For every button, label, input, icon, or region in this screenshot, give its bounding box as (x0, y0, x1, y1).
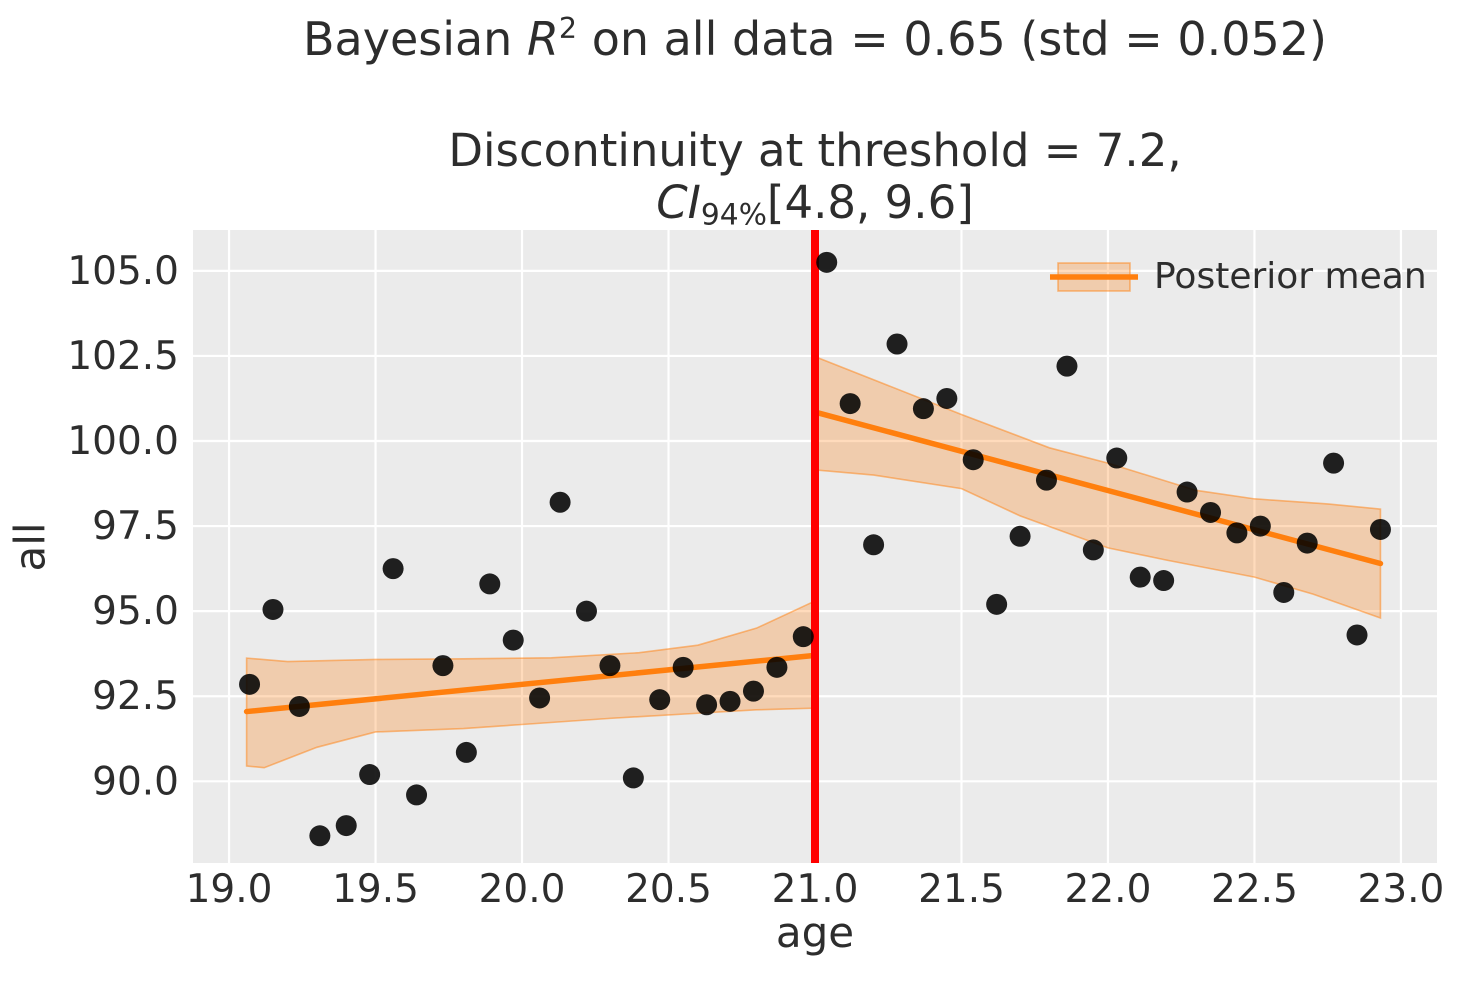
data-point (1153, 570, 1175, 592)
x-axis-label: age (775, 908, 855, 957)
chart-title-text: Bayesian (302, 12, 527, 67)
data-point (309, 825, 331, 847)
y-tick-label: 100.0 (67, 419, 179, 464)
data-point (479, 573, 501, 595)
data-point (549, 491, 571, 513)
data-point (792, 626, 814, 648)
y-tick-label: 95.0 (92, 589, 179, 634)
data-point (696, 694, 718, 716)
chart-title: Bayesian R2 on all data = 0.65 (std = 0.… (193, 12, 1437, 66)
posterior-mean-left (243, 652, 818, 715)
data-point (649, 689, 671, 711)
x-tick-label: 20.0 (479, 867, 566, 912)
data-point (962, 449, 984, 471)
data-point (1249, 515, 1271, 537)
data-point (502, 629, 524, 651)
y-tick-label: 97.5 (92, 504, 179, 549)
x-tick-label: 22.0 (1065, 867, 1152, 912)
data-point (432, 655, 454, 677)
posterior-mean-right (812, 409, 1384, 567)
y-tick-label: 102.5 (67, 334, 179, 379)
data-point (335, 815, 357, 837)
data-point (1226, 522, 1248, 544)
data-point (816, 251, 838, 273)
data-point (886, 333, 908, 355)
data-point (406, 784, 428, 806)
x-tick-label: 23.0 (1358, 867, 1445, 912)
x-tick-label: 19.0 (186, 867, 273, 912)
data-point (1346, 624, 1368, 646)
data-point (863, 534, 885, 556)
x-tick-label: 21.5 (918, 867, 1005, 912)
ci-symbol: CI (656, 176, 701, 229)
data-point (622, 767, 644, 789)
data-point (672, 656, 694, 678)
legend-label: Posterior mean (1154, 256, 1427, 297)
data-point (1200, 501, 1222, 523)
ci-subscript: 94% (700, 197, 767, 233)
data-point (529, 687, 551, 709)
data-point (575, 600, 597, 622)
data-point (1176, 481, 1198, 503)
data-point (455, 741, 477, 763)
data-point (719, 690, 741, 712)
chart-title-rest: on all data = 0.65 (std = 0.052) (577, 12, 1328, 67)
ci-interval: [4.8, 9.6] (766, 176, 974, 229)
data-point (936, 387, 958, 409)
data-point (1273, 581, 1295, 603)
data-point (1082, 539, 1104, 561)
y-axis-label: all (5, 522, 55, 572)
data-point (599, 655, 621, 677)
data-point (1369, 518, 1391, 540)
data-point (839, 393, 861, 415)
y-tick-label: 92.5 (92, 674, 179, 719)
y-tick-label: 90.0 (92, 759, 179, 804)
chart-title-superscript: 2 (558, 12, 578, 45)
data-point (1106, 447, 1128, 469)
x-tick-label: 19.5 (332, 867, 419, 912)
data-point (742, 680, 764, 702)
chart-subtitle-line1: Discontinuity at threshold = 7.2, (448, 124, 1182, 177)
data-point (912, 398, 934, 420)
data-point (986, 593, 1008, 615)
data-point (1056, 355, 1078, 377)
data-point (382, 558, 404, 580)
data-point (1323, 452, 1345, 474)
chart-title-variable: R (526, 12, 559, 67)
data-point (239, 673, 261, 695)
x-tick-label: 20.5 (625, 867, 712, 912)
x-tick-label: 21.0 (772, 867, 859, 912)
y-tick-label: 105.0 (67, 249, 179, 294)
data-point (1129, 566, 1151, 588)
data-point (288, 695, 310, 717)
x-tick-label: 22.5 (1211, 867, 1298, 912)
data-point (262, 598, 284, 620)
data-point (766, 656, 788, 678)
chart-subtitle-line2: CI94%[4.8, 9.6] (193, 176, 1437, 233)
data-point (1035, 469, 1057, 491)
data-point (1009, 525, 1031, 547)
data-point (359, 764, 381, 786)
data-point (1296, 532, 1318, 554)
